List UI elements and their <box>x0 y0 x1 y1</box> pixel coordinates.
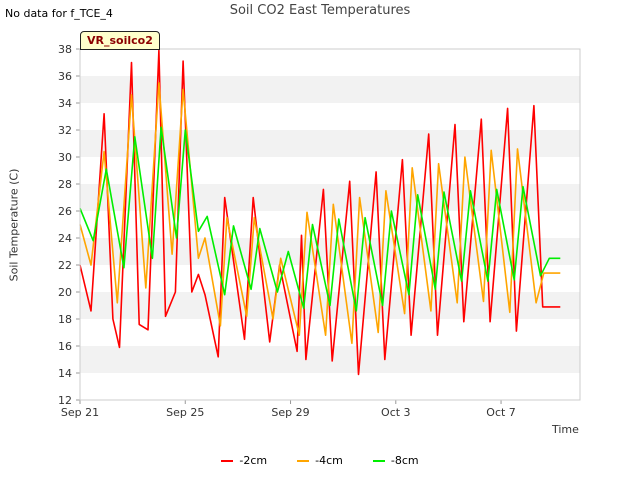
x-axis-label: Time <box>552 423 579 436</box>
legend-item: -2cm <box>221 454 267 467</box>
no-data-notice: No data for f_TCE_4 <box>5 7 113 20</box>
y-tick-label: 18 <box>58 313 72 326</box>
y-tick-label: 36 <box>58 70 72 83</box>
legend-item: -4cm <box>297 454 343 467</box>
site-badge: VR_soilco2 <box>80 31 160 50</box>
legend-item: -8cm <box>372 454 419 467</box>
x-axis-ticks: Sep 21 Sep 25 Sep 29 Oct 3 Oct 7 <box>61 400 516 419</box>
legend-swatch <box>221 459 234 462</box>
x-tick-label: Oct 7 <box>486 406 516 419</box>
series-line-8cm <box>79 126 561 312</box>
grid-band <box>80 184 580 211</box>
legend-label: -8cm <box>390 454 419 467</box>
x-tick-label: Sep 25 <box>166 406 204 419</box>
y-tick-label: 24 <box>58 232 72 245</box>
chart-title: Soil CO2 East Temperatures <box>229 3 411 18</box>
y-tick-label: 30 <box>58 151 72 164</box>
y-tick-label: 38 <box>58 43 72 56</box>
series-line-2cm <box>79 49 561 376</box>
y-tick-label: 26 <box>58 205 72 218</box>
x-tick-label: Oct 3 <box>381 406 411 419</box>
legend-swatch <box>297 459 310 462</box>
y-tick-label: 28 <box>58 178 72 191</box>
legend: -2cm -4cm -8cm <box>0 454 640 467</box>
y-tick-label: 12 <box>58 394 72 407</box>
y-axis-ticks: 12 14 16 18 20 22 24 26 28 30 32 34 36 38 <box>58 43 80 407</box>
grid-band <box>80 76 580 103</box>
y-tick-label: 32 <box>58 124 72 137</box>
y-tick-label: 22 <box>58 259 72 272</box>
legend-label: -4cm <box>315 454 343 467</box>
y-tick-label: 14 <box>58 367 72 380</box>
series-line-4cm <box>79 82 561 345</box>
y-tick-label: 34 <box>58 97 72 110</box>
grid-band <box>80 346 580 373</box>
y-tick-label: 16 <box>58 340 72 353</box>
plot-frame <box>79 48 581 401</box>
legend-swatch <box>372 459 385 462</box>
x-tick-label: Sep 21 <box>61 406 99 419</box>
x-tick-label: Sep 29 <box>271 406 309 419</box>
legend-label: -2cm <box>239 454 268 467</box>
series-lines <box>79 49 561 376</box>
y-tick-label: 20 <box>58 286 72 299</box>
